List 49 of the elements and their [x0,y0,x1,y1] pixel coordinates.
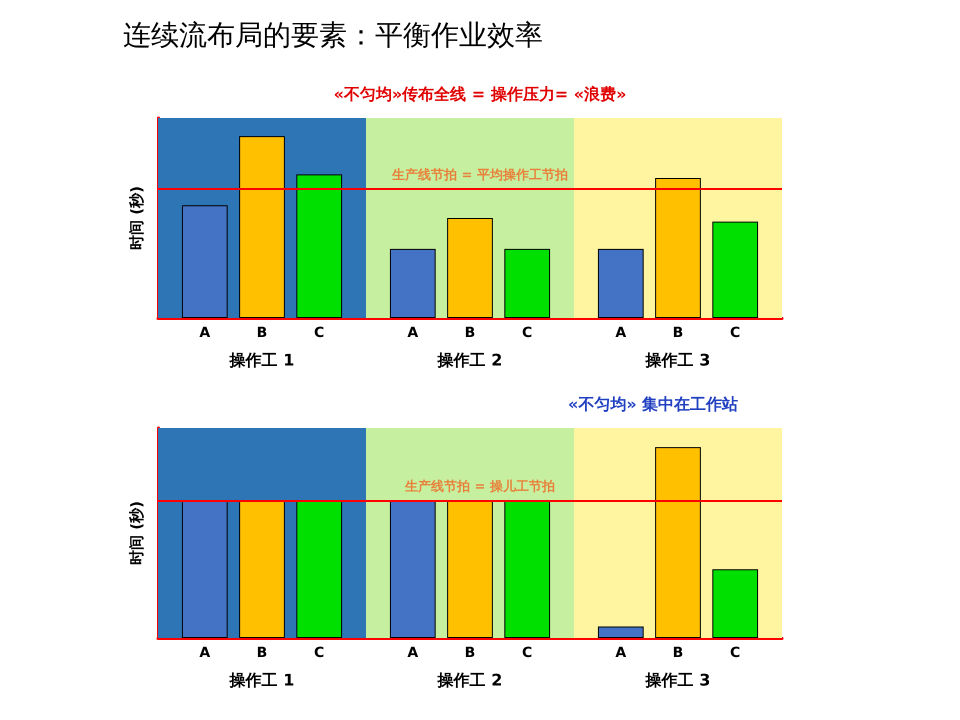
series-label: A [199,325,210,341]
bar [655,447,701,638]
series-label: B [256,325,268,341]
series-label: A [199,645,210,661]
text: B [672,325,684,341]
y-axis-title: 时间 (秒) [128,501,146,565]
ref-line-label: 生产线节拍 = 操儿工节拍 [404,478,555,495]
text: A [407,645,418,661]
text: A [615,645,626,661]
text: C [730,645,740,661]
text: A [615,325,626,341]
bar [598,248,644,318]
x-tick-label: 操作工 3 [644,670,710,690]
x-tick-label: 操作工 2 [436,670,502,690]
bar [712,222,758,318]
bar [296,500,342,638]
text: B [464,325,476,341]
bar [447,500,493,638]
bar [239,500,285,638]
series-label: C [314,325,324,341]
bar [182,500,228,638]
text: C [522,325,532,341]
bar [182,205,228,318]
text: C [730,325,740,341]
text: B [672,645,684,661]
bar [504,248,550,318]
bar [239,136,285,318]
text: «不匀均»传布全线 = 操作压力= «浪费» [334,84,626,104]
ref-line-label: 生产线节拍 = 平均操作工节拍 [391,166,568,183]
y-axis-title: 时间 (秒) [128,186,146,250]
text: A [407,325,418,341]
x-tick-label: 操作工 3 [644,350,710,370]
bar [296,174,342,318]
bar [712,569,758,638]
chart-title: 连续流布局的要素：平衡作业效率 [123,18,543,52]
bar [390,248,436,318]
bar [447,218,493,318]
text: «不匀均» 集中在工作站 [568,394,738,414]
bar [598,626,644,638]
bar [390,500,436,638]
x-tick-label: 操作工 1 [228,670,294,690]
bar [655,178,701,318]
x-tick-label: 操作工 2 [436,350,502,370]
x-tick-label: 操作工 1 [228,350,294,370]
series-label: B [256,645,268,661]
series-label: C [314,645,324,661]
text: C [522,645,532,661]
bar [504,500,550,638]
text: B [464,645,476,661]
